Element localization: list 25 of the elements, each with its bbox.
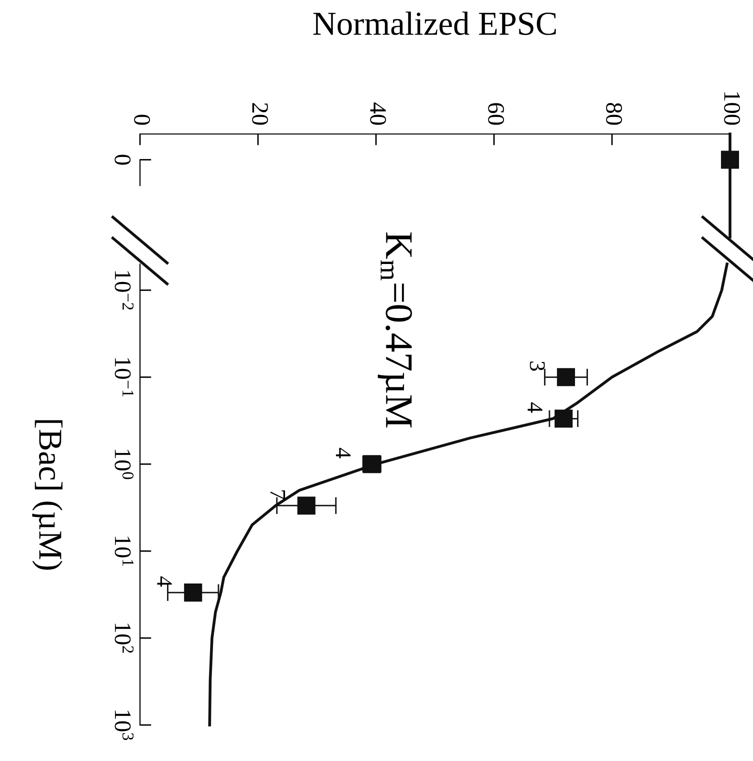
y-tick-label: 10$^{3}$ xyxy=(114,710,134,740)
x-tick-label: 100 xyxy=(724,92,740,125)
x-tick-label: 60 xyxy=(488,103,504,125)
y-tick-label: 10$^{0}$ xyxy=(114,450,134,480)
x-axis-title: Normalized EPSC xyxy=(313,12,556,36)
point xyxy=(556,368,576,386)
x-tick-label: 20 xyxy=(252,103,268,125)
annotation: 7 xyxy=(270,490,286,500)
x-tick-label: 40 xyxy=(370,102,386,125)
y-tick-label: 10$^{2}$ xyxy=(114,624,134,653)
annotation: 4 xyxy=(336,448,351,458)
annotation: 3 xyxy=(530,362,545,371)
annotation: 4 xyxy=(528,402,542,413)
point xyxy=(184,584,202,602)
annotation: 4 xyxy=(157,576,172,587)
y-axis-title: [Bac] (µM) xyxy=(32,420,62,570)
x-tick-label: 80 xyxy=(606,102,622,125)
y-tick-label: 0 xyxy=(114,154,131,165)
annotation: K$_{m}$=0.47µM xyxy=(378,232,412,428)
point xyxy=(554,410,573,428)
y-tick-label: 10$^{−1}$ xyxy=(114,358,134,397)
y-tick-label: 10$^{−2}$ xyxy=(114,271,134,310)
point xyxy=(297,496,316,515)
x-tick-label: 0 xyxy=(134,114,150,125)
y-tick-label: 10$^{1}$ xyxy=(114,536,134,566)
